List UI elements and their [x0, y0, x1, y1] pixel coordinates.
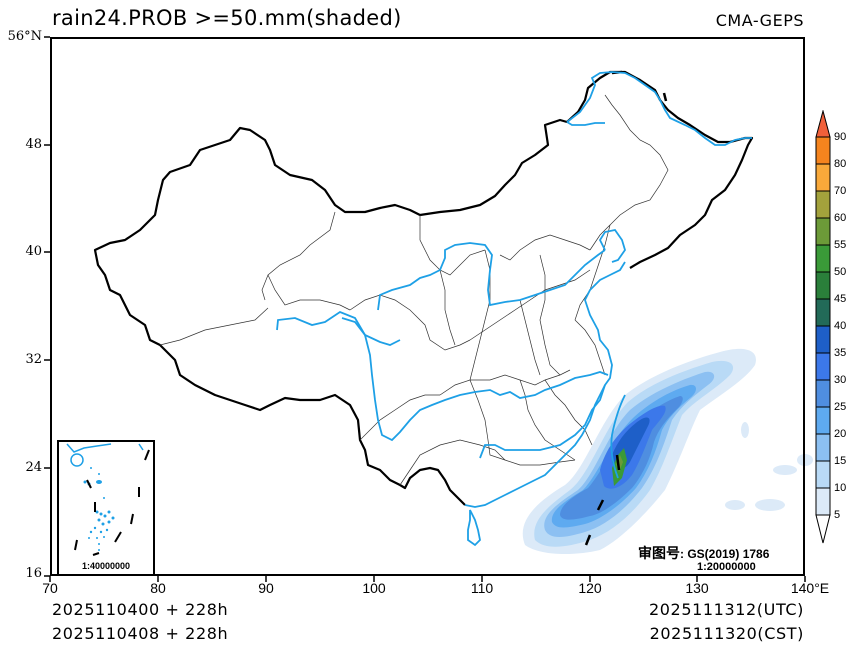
probability-shading: [522, 348, 813, 555]
colorbar-label-45: 45: [834, 293, 847, 305]
init-time-utc: 2025110400 + 228h: [52, 600, 229, 619]
init-time-cst: 2025110408 + 228h: [52, 624, 229, 643]
colorbar-label-90: 90: [834, 131, 847, 143]
colorbar: [815, 110, 831, 544]
y-tick-48: 48: [25, 137, 42, 152]
provincial-boundaries: [159, 94, 669, 486]
x-tick-100: 100: [362, 580, 386, 596]
x-tick-120: 120: [578, 580, 602, 596]
valid-time-cst: 2025111320(CST): [649, 624, 804, 643]
colorbar-label-30: 30: [834, 374, 847, 386]
colorbar-label-10: 10: [834, 482, 847, 494]
x-tick-90: 90: [258, 580, 274, 596]
colorbar-top-arrow: [815, 110, 831, 138]
south-china-sea-inset: 1:40000000: [57, 440, 155, 576]
x-tick-70: 70: [42, 580, 58, 596]
y-tick-40: 40: [25, 244, 42, 259]
colorbar-label-40: 40: [834, 320, 847, 332]
valid-time-utc: 2025111312(UTC): [649, 600, 804, 619]
rivers-and-coastline: [276, 71, 752, 547]
main-scale-label: 1:20000000: [697, 561, 756, 573]
inset-scale-label: 1:40000000: [81, 561, 131, 571]
colorbar-label-55: 55: [834, 239, 847, 251]
x-tick-130: 130: [685, 580, 709, 596]
colorbar-label-80: 80: [834, 158, 847, 170]
colorbar-label-70: 70: [834, 185, 847, 197]
review-code: : GS(2019) 1786: [680, 547, 770, 561]
y-tick-32: 32: [25, 352, 42, 367]
map-frame: [50, 37, 805, 576]
colorbar-label-60: 60: [834, 212, 847, 224]
y-tick-16: 16: [25, 566, 42, 581]
map-review-number: 审图号: GS(2019) 1786: [638, 543, 769, 563]
colorbar-label-5: 5: [834, 509, 841, 521]
colorbar-label-35: 35: [834, 347, 847, 359]
axis-ticks: [44, 36, 806, 582]
colorbar-label-25: 25: [834, 401, 847, 413]
colorbar-bottom-arrow: [815, 514, 831, 544]
review-label: 审图号: [638, 545, 680, 561]
colorbar-label-20: 20: [834, 428, 847, 440]
chart-title: rain24.PROB >=50.mm(shaded): [52, 6, 402, 30]
model-source-label: CMA-GEPS: [715, 11, 804, 30]
x-tick-80: 80: [150, 580, 166, 596]
inset-map: [66, 443, 150, 556]
colorbar-label-50: 50: [834, 266, 847, 278]
y-tick-56: 56°N: [7, 29, 42, 44]
x-tick-140: 140°E: [790, 580, 830, 596]
y-tick-24: 24: [25, 460, 42, 475]
x-tick-110: 110: [470, 580, 494, 596]
colorbar-label-15: 15: [834, 455, 847, 467]
